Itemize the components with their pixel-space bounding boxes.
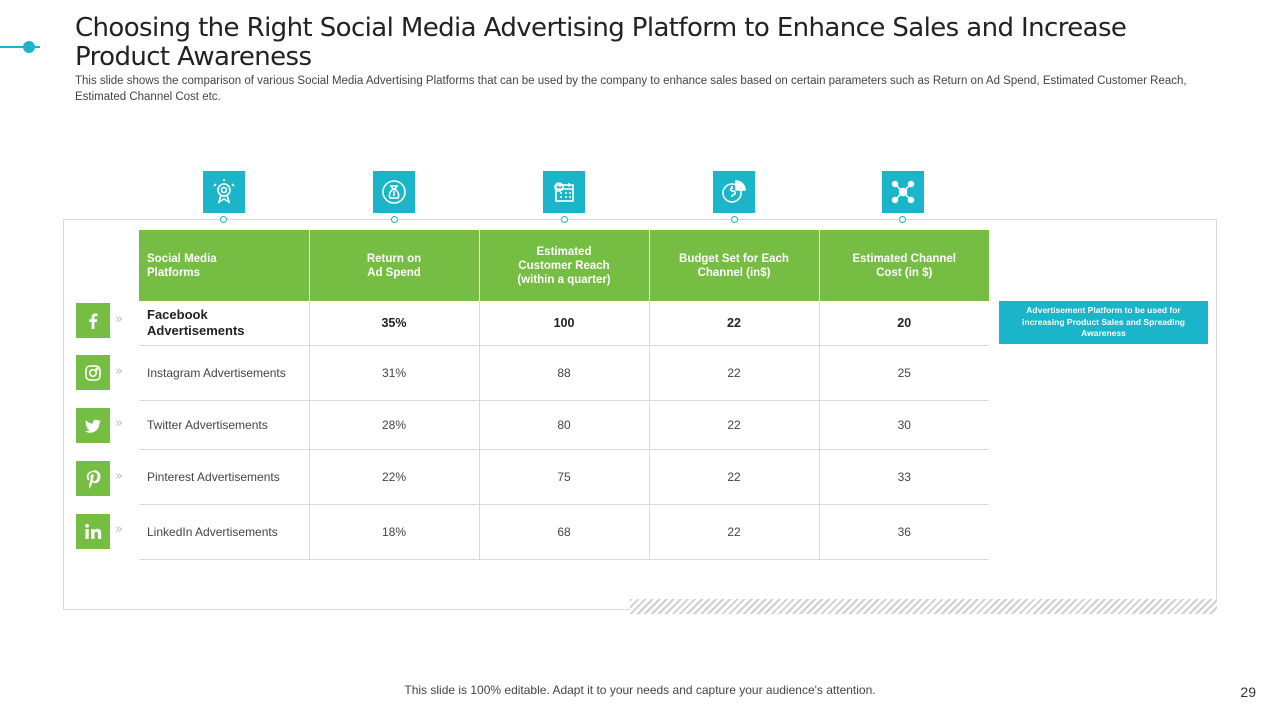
platform-name: Twitter Advertisements [139,400,310,450]
header-reach: Estimated Customer Reach (within a quart… [479,230,650,301]
reach-value: 80 [479,400,650,450]
budget-value: 22 [649,345,820,401]
header-roas: Return on Ad Spend [309,230,480,301]
instagram-icon [76,355,110,390]
chevron-right-icon: » [115,469,123,484]
budget-value: 22 [649,449,820,505]
pinterest-icon [76,461,110,496]
title-accent-line [0,41,58,53]
budget-value: 22 [649,301,820,346]
cost-value: 33 [819,449,989,505]
dollar-pie-icon [713,171,755,213]
connector-dot [561,216,568,223]
money-bag-icon [373,171,415,213]
slide-footer: This slide is 100% editable. Adapt it to… [404,683,876,697]
roas-value: 35% [309,301,480,346]
calendar-clock-icon [543,171,585,213]
connector-dot [220,216,227,223]
linkedin-icon [76,514,110,549]
comparison-table: Social Media Platforms Return on Ad Spen… [139,230,989,560]
recommendation-callout: Advertisement Platform to be used for in… [999,301,1208,344]
cost-value: 30 [819,400,989,450]
reach-value: 100 [479,301,650,346]
chevron-right-icon: » [115,364,123,379]
target-award-icon [203,171,245,213]
chevron-right-icon: » [115,312,123,327]
budget-value: 22 [649,504,820,560]
slide-subtitle: This slide shows the comparison of vario… [75,75,1187,103]
cost-value: 20 [819,301,989,346]
table-row-facebook: Facebook Advertisements 35% 100 22 20 [139,301,989,346]
twitter-icon [76,408,110,443]
platform-name: Facebook Advertisements [139,301,310,346]
slide-title: Choosing the Right Social Media Advertis… [75,13,1127,72]
chevron-right-icon: » [115,416,123,431]
table-row-instagram: Instagram Advertisements 31% 88 22 25 [139,345,989,401]
cost-value: 36 [819,504,989,560]
roas-value: 18% [309,504,480,560]
platform-name: Instagram Advertisements [139,345,310,401]
page-number: 29 [1240,684,1256,700]
connector-dot [391,216,398,223]
header-budget: Budget Set for Each Channel (in$) [649,230,820,301]
network-people-icon [882,171,924,213]
chevron-right-icon: » [115,522,123,537]
roas-value: 28% [309,400,480,450]
facebook-icon [76,303,110,338]
budget-value: 22 [649,400,820,450]
table-row-pinterest: Pinterest Advertisements 22% 75 22 33 [139,449,989,505]
platform-name: Pinterest Advertisements [139,449,310,505]
connector-dot [731,216,738,223]
roas-value: 31% [309,345,480,401]
roas-value: 22% [309,449,480,505]
connector-dot [899,216,906,223]
reach-value: 75 [479,449,650,505]
header-platforms: Social Media Platforms [139,230,310,301]
decorative-hatch [630,599,1217,614]
table-row-linkedin: LinkedIn Advertisements 18% 68 22 36 [139,504,989,560]
cost-value: 25 [819,345,989,401]
table-header-row: Social Media Platforms Return on Ad Spen… [139,230,989,301]
platform-name: LinkedIn Advertisements [139,504,310,560]
reach-value: 68 [479,504,650,560]
reach-value: 88 [479,345,650,401]
table-row-twitter: Twitter Advertisements 28% 80 22 30 [139,400,989,450]
header-cost: Estimated Channel Cost (in $) [819,230,989,301]
